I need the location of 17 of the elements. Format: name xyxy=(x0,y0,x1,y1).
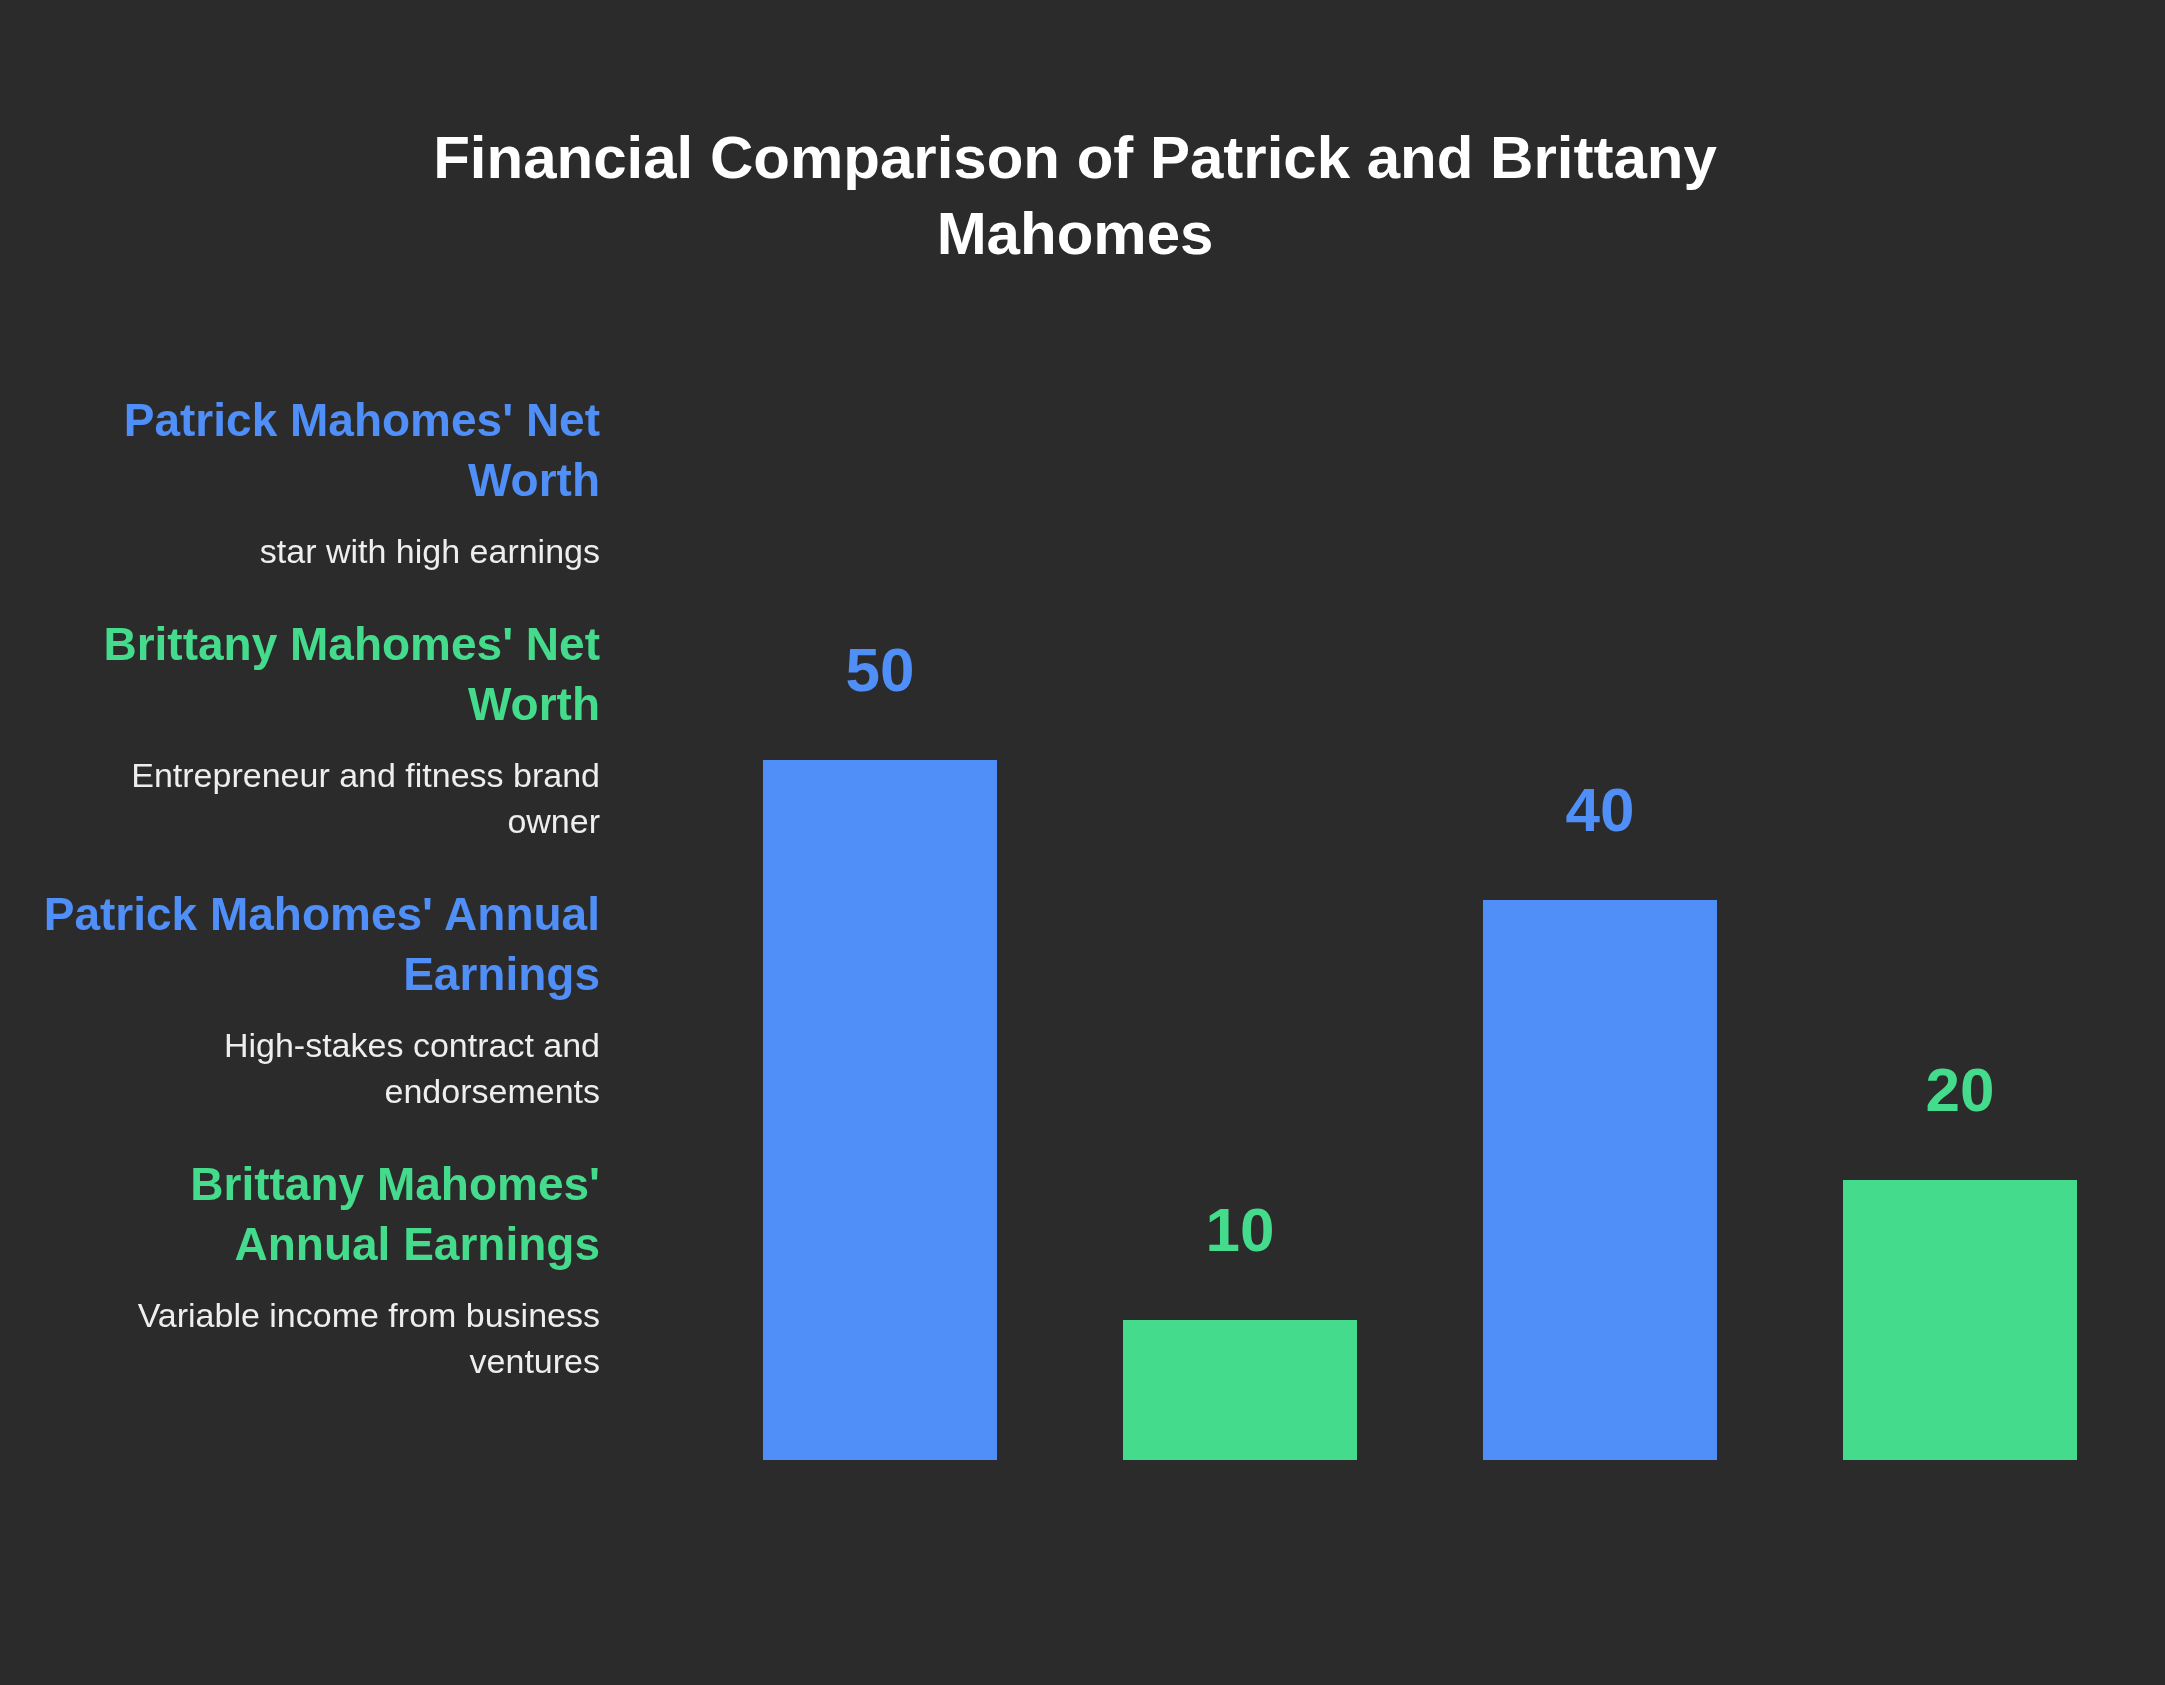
chart-title: Financial Comparison of Patrick and Brittany Mahomes xyxy=(432,123,1718,269)
text: Patrick Mahomes' Net Worth xyxy=(122,393,600,508)
bar xyxy=(1843,1180,2077,1460)
data-label: 50 xyxy=(845,635,915,705)
bar xyxy=(1123,1320,1357,1460)
text: Brittany Mahomes' Annual Earnings xyxy=(189,1157,600,1272)
data-label: 40 xyxy=(1565,775,1635,845)
bar xyxy=(763,760,997,1460)
text: Brittany Mahomes' Net Worth xyxy=(102,617,600,732)
text: star with high earnings xyxy=(258,531,600,572)
text: Patrick Mahomes' Annual Earnings xyxy=(42,887,600,1002)
data-label: 20 xyxy=(1925,1055,1995,1125)
data-label: 10 xyxy=(1205,1195,1275,1265)
bar xyxy=(1483,900,1717,1460)
text: Variable income from business ventures xyxy=(136,1295,600,1382)
text: Entrepreneur and fitness brand owner xyxy=(130,755,600,842)
text: High-stakes contract and endorsements xyxy=(222,1025,600,1112)
